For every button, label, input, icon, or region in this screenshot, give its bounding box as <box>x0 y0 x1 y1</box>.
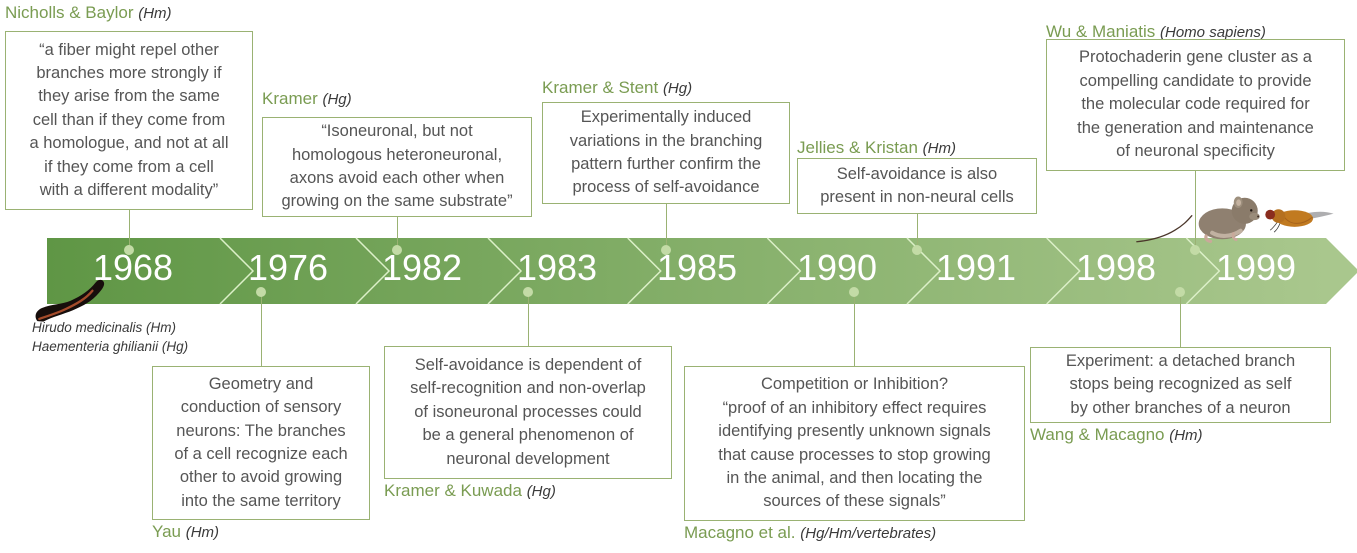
svg-text:1976: 1976 <box>248 247 328 288</box>
svg-text:1991: 1991 <box>936 247 1016 288</box>
svg-text:1990: 1990 <box>797 247 877 288</box>
svg-text:1999: 1999 <box>1216 247 1296 288</box>
svg-text:1998: 1998 <box>1076 247 1156 288</box>
svg-text:1983: 1983 <box>517 247 597 288</box>
svg-text:1982: 1982 <box>382 247 462 288</box>
svg-text:1985: 1985 <box>657 247 737 288</box>
